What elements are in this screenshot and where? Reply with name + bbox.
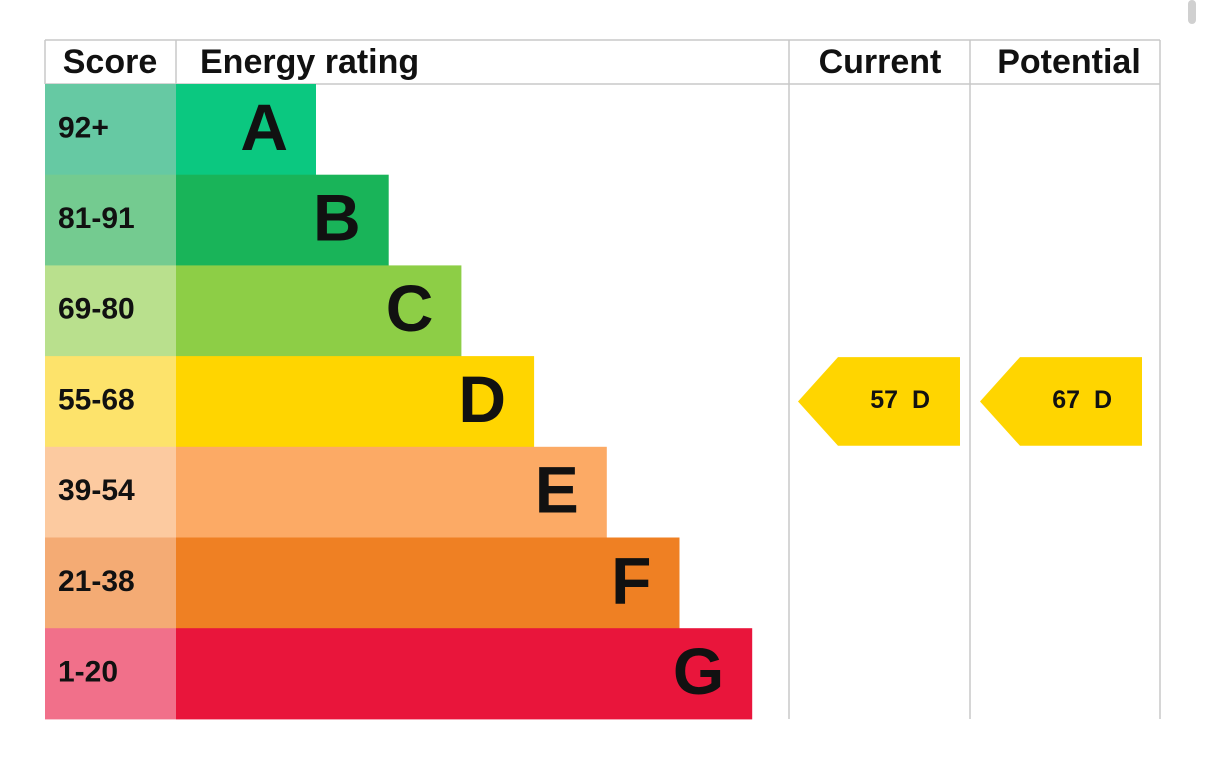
header-rating: Energy rating [200,43,419,81]
header-current: Current [819,43,942,81]
rating-bar [176,537,680,629]
score-cell [45,537,176,629]
rating-letter: D [458,362,506,436]
score-range: 92+ [58,111,109,144]
rating-letter: E [535,453,579,527]
potential-arrow [980,357,1142,446]
potential-rating: D [1094,386,1112,414]
scrollbar [1188,0,1196,24]
current-arrow [798,357,960,446]
score-cell [45,356,176,448]
rating-letter: C [386,271,434,345]
score-range: 81-91 [58,202,135,235]
score-cell [45,628,176,720]
score-range: 55-68 [58,383,135,416]
score-range: 21-38 [58,565,135,598]
rating-bar [176,265,462,357]
rating-bar [176,446,607,538]
current-rating: D [912,386,930,414]
header-score: Score [63,43,158,81]
header-potential: Potential [997,43,1141,81]
rating-bar [176,174,389,266]
rating-letter: G [673,634,724,708]
rating-letter: B [313,180,361,254]
score-cell [45,84,176,176]
score-cell [45,446,176,538]
score-range: 39-54 [58,474,135,507]
score-range: 1-20 [58,655,118,688]
current-score: 57 [870,386,898,414]
score-cell [45,265,176,357]
rating-bar [176,628,753,720]
rating-bar [176,356,535,448]
rating-bar [176,84,316,176]
score-cell [45,174,176,266]
score-range: 69-80 [58,293,135,326]
rating-letter: F [611,543,651,617]
rating-letter: A [240,90,288,164]
potential-score: 67 [1052,386,1080,414]
